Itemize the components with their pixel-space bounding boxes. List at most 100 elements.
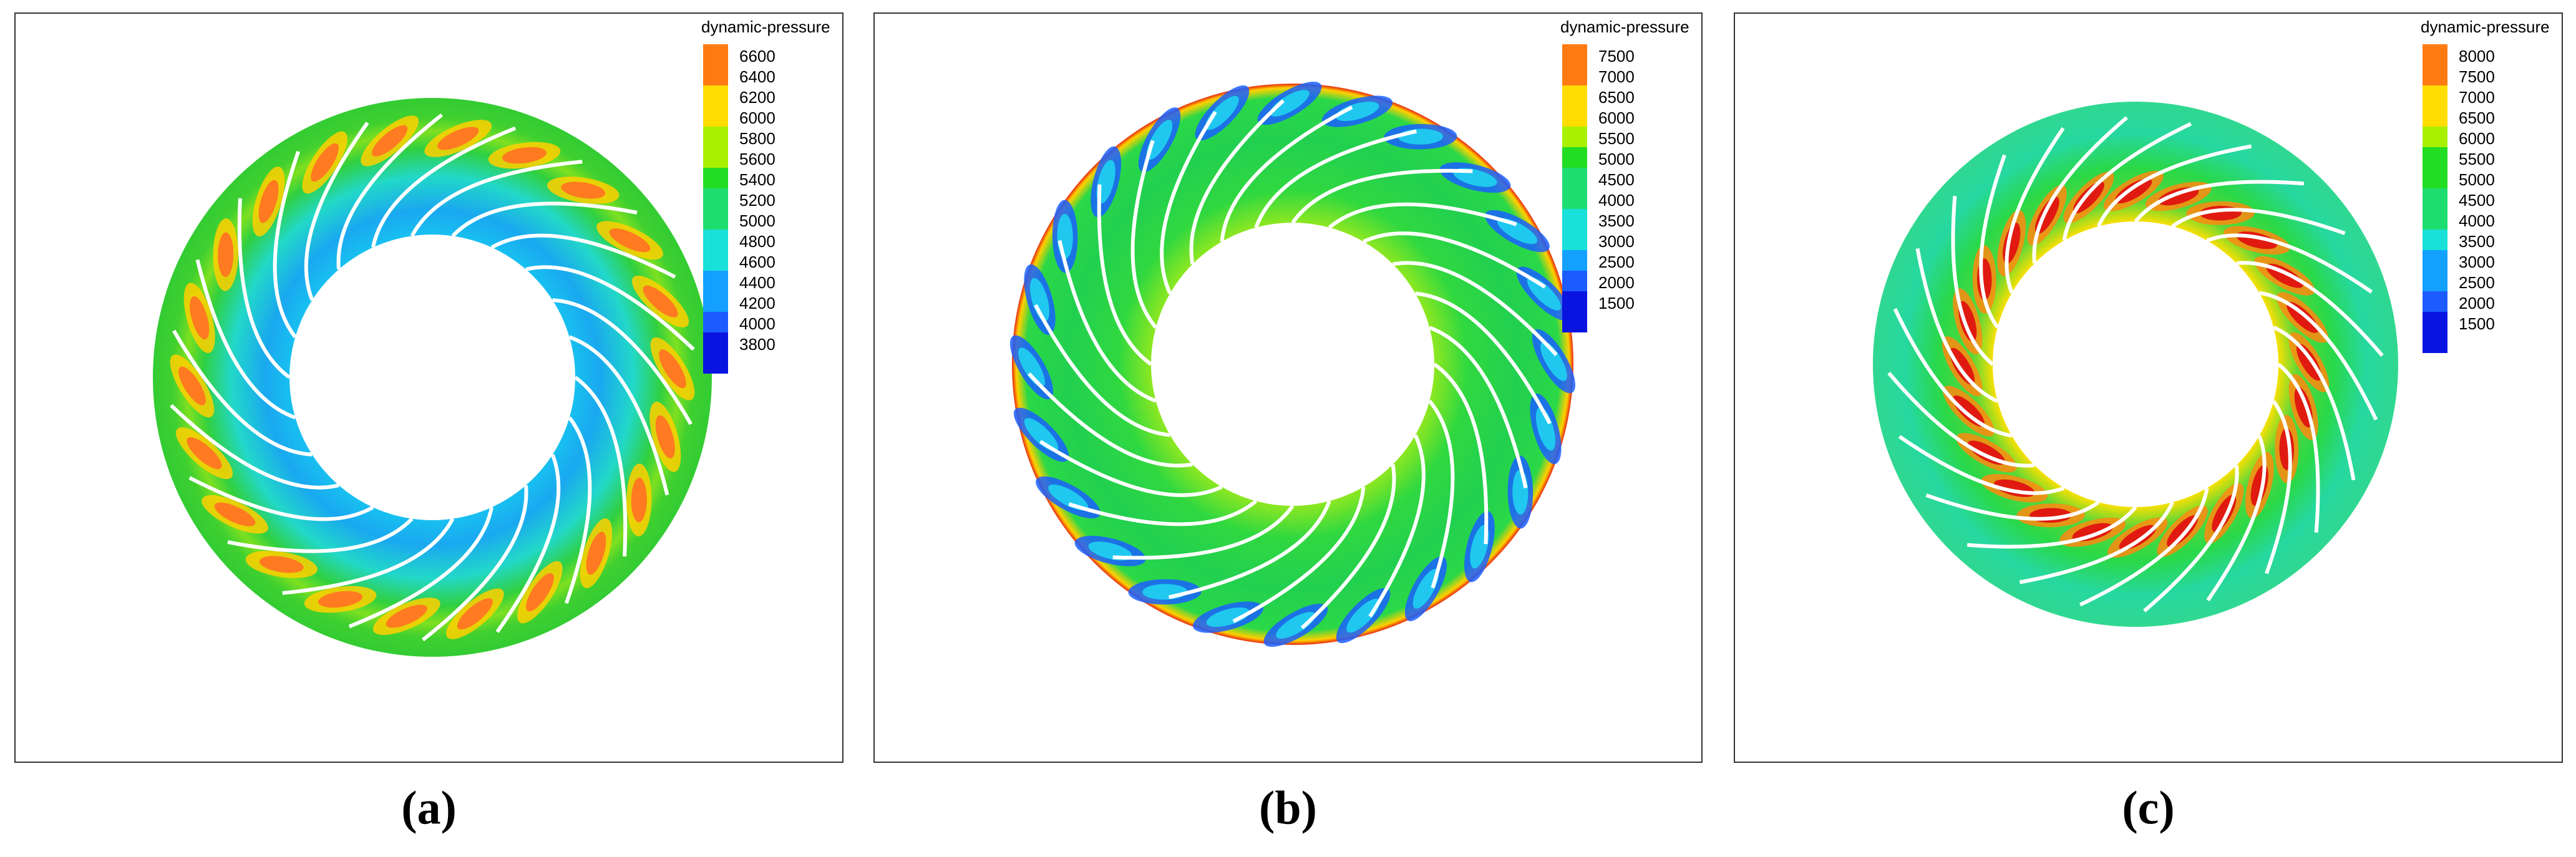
blade: [451, 201, 638, 238]
blade: [188, 476, 374, 521]
blade: [273, 150, 301, 339]
legend-swatch: [703, 65, 728, 85]
legend-swatch: [703, 85, 728, 106]
blade: [1328, 202, 1517, 230]
legend-swatch: [1562, 168, 1587, 188]
blade: [172, 329, 313, 457]
legend-label: 4000: [739, 314, 775, 333]
hub: [289, 235, 575, 520]
contour-blob: [1540, 341, 1567, 381]
blade: [574, 375, 628, 557]
blade: [227, 517, 414, 553]
blade: [564, 416, 592, 604]
contour-blob: [1453, 168, 1497, 187]
legend-swatch: [703, 106, 728, 127]
legend-label: 6200: [739, 88, 775, 107]
legend-swatch: [703, 127, 728, 147]
legend-swatch: [1562, 271, 1587, 291]
contour-blob: [502, 147, 547, 164]
contour-blob: [1412, 568, 1439, 609]
legend-label: 1500: [2459, 314, 2495, 333]
legend-swatch: [2423, 271, 2447, 291]
legend-swatch: [1562, 65, 1587, 85]
legend-label: 5600: [739, 150, 775, 168]
blade: [1925, 493, 2100, 521]
legend-title: dynamic-pressure: [2421, 17, 2550, 36]
blade: [1254, 129, 1417, 228]
contour-blob: [609, 228, 651, 253]
legend-label: 6000: [2459, 129, 2495, 148]
legend-label: 4500: [2459, 191, 2495, 210]
legend-label: 6000: [739, 109, 775, 127]
legend-swatch: [703, 188, 728, 209]
legend-swatch: [1562, 209, 1587, 230]
blade: [1220, 105, 1353, 242]
blade: [2171, 208, 2346, 235]
blade: [525, 265, 695, 351]
blade: [421, 485, 528, 642]
blade: [1034, 304, 1170, 437]
legend-label: 5800: [739, 129, 775, 148]
blade: [2032, 116, 2128, 264]
blade: [1130, 140, 1158, 329]
blade: [2206, 435, 2267, 602]
legend-label: 4200: [739, 294, 775, 312]
legend-label: 5200: [739, 191, 775, 210]
contour-blob: [643, 285, 678, 317]
legend-label: 7000: [1598, 67, 1635, 86]
contour-blob: [457, 598, 493, 630]
panel: dynamic-pressure 8000 7500 7000 6500 6000 5500…: [1734, 12, 2563, 763]
legend-label: 5000: [739, 211, 775, 230]
legend-swatch: [703, 312, 728, 332]
legend-swatch: [703, 291, 728, 312]
legend-label: 4600: [739, 253, 775, 271]
blade: [371, 126, 517, 248]
legend-label: 4000: [2459, 211, 2495, 230]
contour-blob: [1146, 120, 1173, 160]
contour-blob: [372, 125, 408, 157]
contour-blob: [1206, 607, 1250, 627]
contour-blob: [437, 127, 479, 150]
blade: [410, 160, 583, 237]
legend-label: 2000: [2459, 294, 2495, 312]
legend-swatch: [2423, 168, 2447, 188]
legend-swatch: [1562, 291, 1587, 312]
contour-blob: [1276, 612, 1316, 639]
contour-blob: [1527, 277, 1562, 311]
blade: [1893, 307, 2013, 438]
contour-blob: [1096, 160, 1115, 204]
blade: [336, 113, 444, 270]
panel: dynamic-pressure 6600 6400 6200 6000 5800 5600…: [14, 12, 843, 763]
contour-blob: [386, 604, 427, 628]
blade: [1433, 362, 1489, 545]
contour-blob: [586, 531, 606, 575]
contour-blob: [218, 232, 234, 278]
legend-label: 5500: [1598, 129, 1635, 148]
legend-label: 3500: [1598, 211, 1635, 230]
legend-swatch: [1562, 230, 1587, 250]
legend-label: 7000: [2459, 88, 2495, 107]
blade: [1979, 154, 2006, 329]
legend-swatch: [1562, 312, 1587, 332]
legend-swatch: [2423, 147, 2447, 168]
blade: [195, 259, 296, 420]
legend-swatch: [1562, 85, 1587, 106]
legend-label: 2500: [2459, 273, 2495, 292]
legend-label: 5000: [2459, 170, 2495, 189]
contour-blob: [318, 591, 363, 608]
contour-blob: [1270, 90, 1310, 117]
blade: [1915, 248, 1999, 404]
legend-label: 7500: [2459, 67, 2495, 86]
legend-title: dynamic-pressure: [701, 17, 830, 36]
contour-blob: [178, 366, 206, 405]
legend-swatch: [2423, 127, 2447, 147]
blade: [1097, 184, 1152, 366]
blade: [1415, 291, 1552, 425]
contour-blob: [655, 415, 675, 458]
legend-swatch: [2423, 65, 2447, 85]
blade: [1189, 99, 1285, 265]
legend-label: 6400: [739, 67, 775, 86]
blade: [1232, 487, 1366, 623]
contour-blob: [2119, 525, 2156, 550]
blade: [1300, 463, 1396, 629]
